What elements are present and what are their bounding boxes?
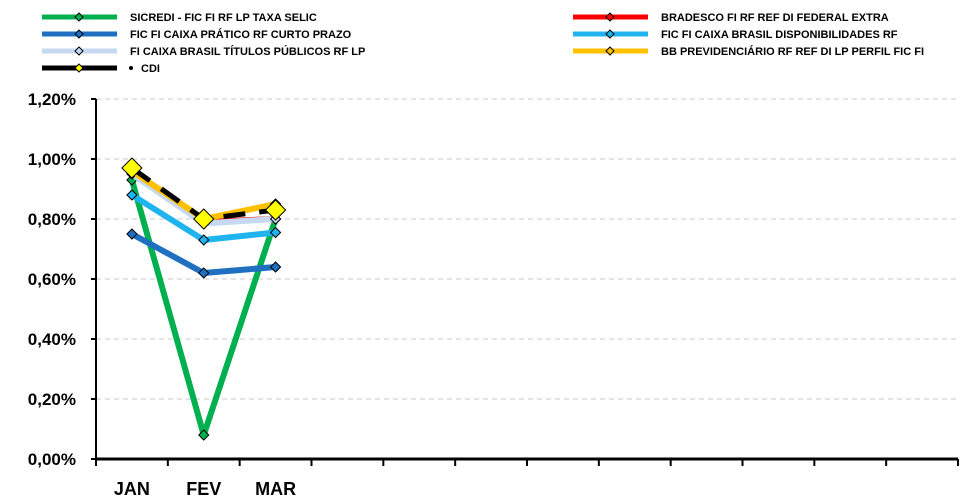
legend-label: BB PREVIDENCIÁRIO RF REF DI LP PERFIL FI… — [661, 45, 924, 58]
data-point — [264, 199, 287, 221]
legend-marker — [605, 29, 615, 39]
y-tick-label: 1,00% — [28, 150, 76, 169]
data-point — [121, 157, 143, 179]
legend-label: FIC FI CAIXA BRASIL DISPONIBILIDADES RF — [661, 29, 898, 41]
y-tick-label: 0,00% — [28, 450, 76, 469]
y-tick-label: 0,40% — [28, 330, 76, 349]
legend-item-fic-fi-caixa-brasil-disponibilidades-rf: FIC FI CAIXA BRASIL DISPONIBILIDADES RF — [573, 29, 898, 41]
data-point — [198, 234, 210, 246]
legend-label: CDI — [141, 63, 160, 75]
legend-item-sicredi-fic-fi-rf-lp-taxa-selic: SICREDI - FIC FI RF LP TAXA SELIC — [42, 12, 317, 24]
legend-label: BRADESCO FI RF REF DI FEDERAL EXTRA — [661, 12, 889, 24]
y-tick-label: 1,20% — [28, 90, 76, 109]
legend-marker — [74, 12, 84, 22]
y-tick-label: 0,60% — [28, 270, 76, 289]
data-point — [126, 228, 138, 240]
x-axis-ticks: JAN FEV MAR — [95, 459, 959, 499]
data-point — [126, 189, 138, 201]
legend-marker — [74, 46, 84, 56]
series-fic-fi-caixa-brasil-disponibilidades-rf — [126, 189, 282, 246]
legend-label: FI CAIXA BRASIL TÍTULOS PÚBLICOS RF LP — [130, 45, 365, 58]
legend-bullet — [129, 66, 133, 70]
legend-item-cdi: CDI — [42, 63, 160, 75]
legend-item-fi-caixa-brasil-titulos-publicos-rf-lp: FI CAIXA BRASIL TÍTULOS PÚBLICOS RF LP — [42, 45, 365, 58]
x-tick-label-mar: MAR — [255, 479, 296, 499]
data-point — [198, 429, 210, 441]
y-tick-label: 0,20% — [28, 390, 76, 409]
data-point — [193, 208, 215, 230]
data-point — [269, 226, 282, 239]
data-point — [269, 261, 282, 273]
legend-item-bb-previdenciario-rf-ref-di-lp-perfil-fic-fi: BB PREVIDENCIÁRIO RF REF DI LP PERFIL FI… — [573, 45, 924, 58]
data-point — [198, 267, 210, 279]
gridlines — [96, 98, 958, 400]
y-axis-ticks: 0,00% 0,20% 0,40% 0,60% 0,80% 1,00% 1,20% — [28, 90, 96, 469]
y-tick-label: 0,80% — [28, 210, 76, 229]
legend-label: FIC FI CAIXA PRÁTICO RF CURTO PRAZO — [130, 28, 352, 41]
legend-marker — [74, 63, 84, 73]
legend-marker — [605, 12, 615, 22]
legend-marker — [74, 29, 84, 39]
series-lines — [121, 157, 287, 441]
legend-label: SICREDI - FIC FI RF LP TAXA SELIC — [130, 12, 317, 24]
x-tick-label-jan: JAN — [114, 479, 150, 499]
legend-item-fic-fi-caixa-pratico-rf-curto-prazo: FIC FI CAIXA PRÁTICO RF CURTO PRAZO — [42, 28, 352, 41]
series-fic-fi-caixa-pratico-rf-curto-prazo — [126, 228, 282, 279]
x-tick-label-fev: FEV — [186, 479, 221, 499]
series-cdi — [121, 157, 287, 230]
legend-marker — [605, 46, 615, 56]
chart-legend: SICREDI - FIC FI RF LP TAXA SELIC BRADESC… — [42, 12, 924, 75]
legend-item-bradesco-fi-rf-ref-di-federal-extra: BRADESCO FI RF REF DI FEDERAL EXTRA — [573, 12, 889, 24]
